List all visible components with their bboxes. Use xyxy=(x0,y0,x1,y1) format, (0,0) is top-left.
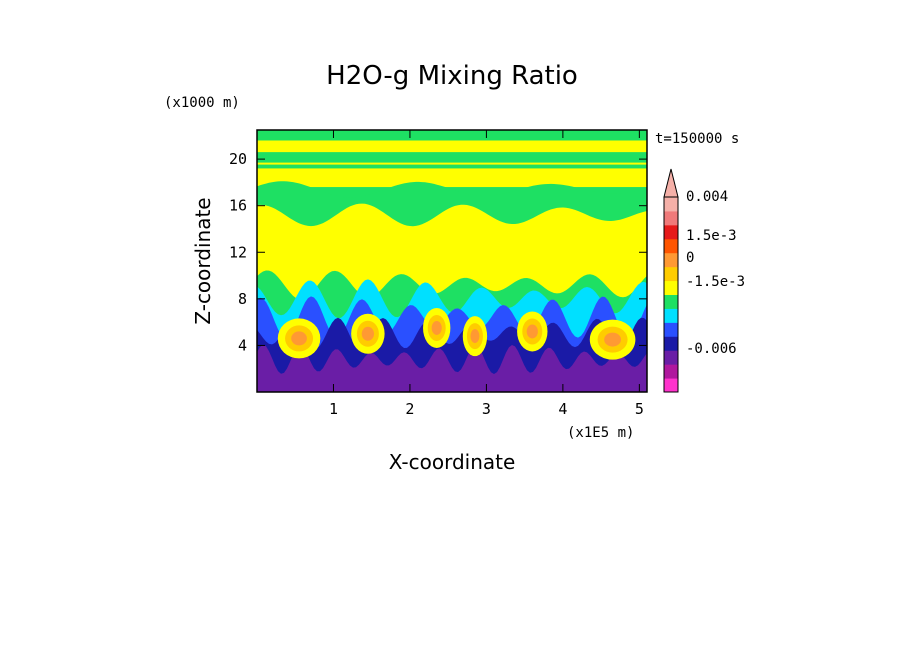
colorbar-swatch xyxy=(664,308,678,323)
colorbar-swatch xyxy=(664,210,678,226)
y-units-label: (x1000 m) xyxy=(164,95,240,111)
time-label: t=150000 s xyxy=(655,131,739,147)
x-axis: 1 2 3 4 5 xyxy=(329,130,644,418)
band-purple xyxy=(257,344,647,392)
colorbar-frame xyxy=(663,196,679,393)
y-tick-label: 20 xyxy=(229,150,247,168)
y-tick-label: 4 xyxy=(238,336,247,354)
colorbar-swatch xyxy=(664,378,678,393)
colorbar-swatch xyxy=(664,280,678,295)
colorbar-label: 0.004 xyxy=(686,189,728,205)
x-tick-label: 3 xyxy=(482,400,491,418)
colorbar-label: 0 xyxy=(686,250,694,266)
colorbar-swatch xyxy=(664,266,678,282)
y-axis-title: Z-coordinate xyxy=(191,197,215,324)
y-axis: 4 8 12 16 20 xyxy=(229,150,647,354)
plume-core xyxy=(431,320,442,335)
x-units-label: (x1E5 m) xyxy=(567,425,634,441)
colorbar-swatch xyxy=(664,224,678,240)
plume-core xyxy=(361,326,375,341)
x-tick-label: 5 xyxy=(635,400,644,418)
colorbar-swatch xyxy=(664,350,678,365)
x-tick-label: 4 xyxy=(558,400,567,418)
colorbar-swatch xyxy=(664,238,678,254)
chart-title: H2O-g Mixing Ratio xyxy=(326,61,578,91)
y-tick-label: 12 xyxy=(229,243,247,261)
colorbar-label: -1.5e-3 xyxy=(686,274,745,290)
colorbar-swatch xyxy=(664,197,678,212)
colorbar-label: -0.006 xyxy=(686,341,737,357)
plume-core xyxy=(291,331,307,346)
y-tick-label: 16 xyxy=(229,197,247,215)
plume-core xyxy=(604,332,621,347)
colorbar-swatch xyxy=(664,252,678,268)
colorbar: 0.004 1.5e-3 0 -1.5e-3 -0.006 xyxy=(663,168,745,393)
y-tick-label: 8 xyxy=(238,290,247,308)
contour-field xyxy=(257,130,647,392)
plume-core xyxy=(526,324,538,339)
colorbar-extend-arrow xyxy=(663,168,679,198)
plume-core xyxy=(470,329,480,344)
x-axis-title: X-coordinate xyxy=(389,450,516,474)
band-thin-line xyxy=(257,162,647,165)
band-upper-green xyxy=(257,152,647,169)
x-tick-label: 2 xyxy=(405,400,414,418)
colorbar-label: 1.5e-3 xyxy=(686,228,737,244)
x-tick-label: 1 xyxy=(329,400,338,418)
colorbar-swatch xyxy=(664,294,678,309)
colorbar-swatch xyxy=(664,364,678,379)
colorbar-swatch xyxy=(664,336,678,351)
colorbar-swatch xyxy=(664,322,678,337)
plot-frame xyxy=(256,129,648,393)
